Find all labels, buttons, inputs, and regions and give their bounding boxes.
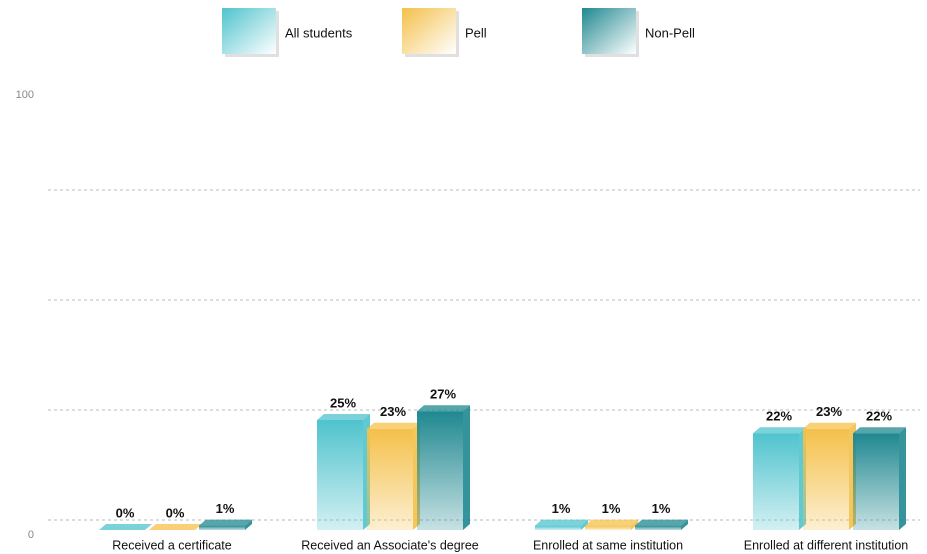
bar xyxy=(417,411,463,530)
bar-side xyxy=(631,519,638,530)
bar-top xyxy=(317,414,370,420)
bar-side xyxy=(681,519,688,530)
value-label: 23% xyxy=(380,404,406,419)
bar-side xyxy=(463,405,470,530)
bar xyxy=(535,525,581,530)
value-label: 25% xyxy=(330,395,356,410)
value-label: 0% xyxy=(166,505,185,520)
bar-top xyxy=(149,524,202,530)
value-label: 22% xyxy=(866,409,892,424)
value-label: 1% xyxy=(652,501,671,516)
bar xyxy=(199,525,245,530)
bar-top xyxy=(199,519,252,526)
value-label: 22% xyxy=(766,409,792,424)
y-tick-label: 0 xyxy=(28,529,34,541)
value-label: 27% xyxy=(430,387,456,402)
x-tick-label: Received an Associate's degree xyxy=(301,538,479,552)
bar-top xyxy=(635,519,688,526)
bar-top xyxy=(803,422,856,429)
bar-side xyxy=(245,519,252,530)
bar xyxy=(753,433,799,530)
bar-side xyxy=(899,427,906,530)
legend-label: Pell xyxy=(465,25,487,40)
value-label: 1% xyxy=(552,501,571,516)
x-tick-label: Received a certificate xyxy=(112,538,232,552)
value-label: 1% xyxy=(602,501,621,516)
bar xyxy=(853,433,899,530)
legend-swatch xyxy=(222,8,276,54)
bar xyxy=(803,428,849,530)
bar-top xyxy=(585,519,638,526)
x-tick-label: Enrolled at different institution xyxy=(744,538,909,552)
bar-top xyxy=(367,422,420,429)
legend-swatch xyxy=(402,8,456,54)
bar xyxy=(585,525,631,530)
bar-side xyxy=(581,519,588,530)
legend-label: All students xyxy=(285,25,353,40)
bar-top xyxy=(853,427,906,434)
legend-label: Non-Pell xyxy=(645,25,695,40)
bar xyxy=(317,420,363,530)
y-tick-label: 100 xyxy=(16,89,34,101)
bar-top xyxy=(753,427,806,434)
value-label: 0% xyxy=(116,505,135,520)
bar xyxy=(367,428,413,530)
value-label: 1% xyxy=(216,501,235,516)
bar-top xyxy=(535,519,588,526)
bar-top xyxy=(99,524,152,530)
bar xyxy=(635,525,681,530)
bar-top xyxy=(417,405,470,412)
value-label: 23% xyxy=(816,404,842,419)
x-tick-label: Enrolled at same institution xyxy=(533,538,683,552)
legend-swatch xyxy=(582,8,636,54)
